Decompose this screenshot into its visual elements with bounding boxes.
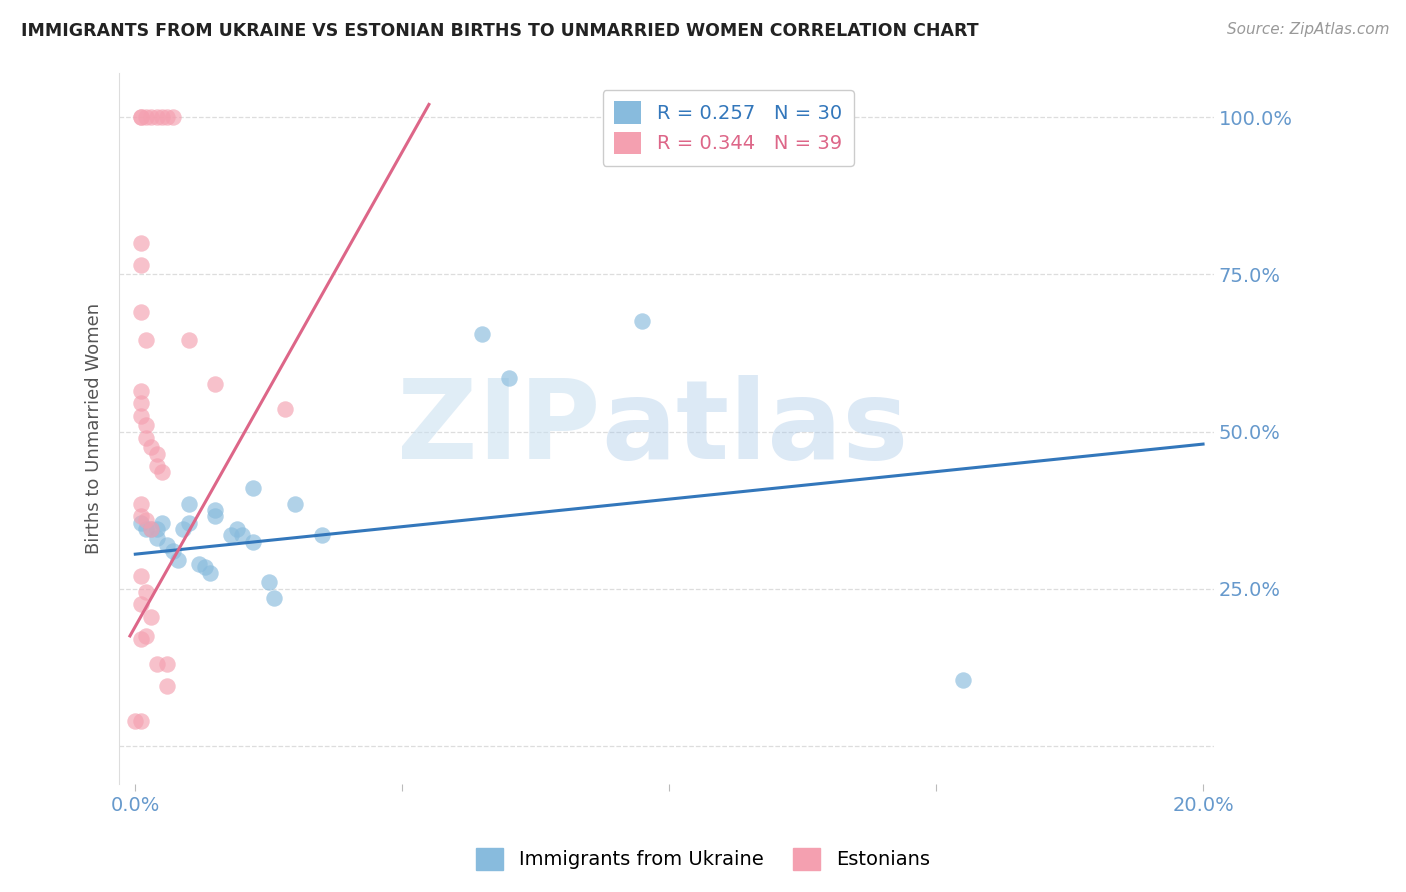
Point xyxy=(198,566,221,580)
Point xyxy=(167,553,190,567)
Point xyxy=(150,466,173,480)
Point xyxy=(145,446,167,460)
Point xyxy=(129,632,152,646)
Point xyxy=(156,657,179,672)
Point xyxy=(135,110,157,124)
Point xyxy=(135,334,157,348)
Point xyxy=(135,585,157,599)
Point xyxy=(141,440,163,454)
Point xyxy=(204,509,226,524)
Point xyxy=(284,497,307,511)
Point xyxy=(129,516,152,530)
Point xyxy=(124,714,146,728)
Point xyxy=(129,258,152,272)
Point xyxy=(162,110,184,124)
Point xyxy=(141,522,163,536)
Point xyxy=(135,431,157,445)
Legend: Immigrants from Ukraine, Estonians: Immigrants from Ukraine, Estonians xyxy=(468,839,938,878)
Point xyxy=(156,110,179,124)
Point xyxy=(204,377,226,392)
Point xyxy=(177,497,200,511)
Point xyxy=(145,522,167,536)
Point xyxy=(471,326,494,341)
Point xyxy=(263,591,285,606)
Point xyxy=(162,544,184,558)
Point xyxy=(129,110,152,124)
Point xyxy=(129,396,152,410)
Point xyxy=(135,512,157,526)
Point xyxy=(129,305,152,319)
Point xyxy=(172,522,194,536)
Point xyxy=(225,522,247,536)
Text: ZIP: ZIP xyxy=(398,375,600,482)
Point xyxy=(498,371,520,385)
Point xyxy=(242,481,264,495)
Point xyxy=(129,110,152,124)
Point xyxy=(129,384,152,398)
Legend: R = 0.257   N = 30, R = 0.344   N = 39: R = 0.257 N = 30, R = 0.344 N = 39 xyxy=(603,90,853,166)
Point xyxy=(231,528,253,542)
Point xyxy=(156,538,179,552)
Point xyxy=(204,503,226,517)
Point xyxy=(141,522,163,536)
Point xyxy=(145,459,167,474)
Point xyxy=(145,532,167,546)
Point xyxy=(194,559,217,574)
Point xyxy=(129,409,152,423)
Point xyxy=(135,629,157,643)
Point xyxy=(150,516,173,530)
Point xyxy=(135,522,157,536)
Point xyxy=(156,679,179,693)
Point xyxy=(631,314,654,328)
Point xyxy=(141,610,163,624)
Point xyxy=(150,110,173,124)
Text: IMMIGRANTS FROM UKRAINE VS ESTONIAN BIRTHS TO UNMARRIED WOMEN CORRELATION CHART: IMMIGRANTS FROM UKRAINE VS ESTONIAN BIRT… xyxy=(21,22,979,40)
Point xyxy=(257,575,280,590)
Point xyxy=(242,534,264,549)
Point xyxy=(274,402,297,417)
Point xyxy=(221,528,243,542)
Point xyxy=(129,569,152,583)
Y-axis label: Births to Unmarried Women: Births to Unmarried Women xyxy=(86,302,103,554)
Point xyxy=(188,557,211,571)
Point xyxy=(129,714,152,728)
Point xyxy=(177,516,200,530)
Point xyxy=(952,673,974,687)
Point xyxy=(177,334,200,348)
Point xyxy=(135,418,157,433)
Point xyxy=(129,509,152,524)
Point xyxy=(141,110,163,124)
Point xyxy=(129,235,152,250)
Point xyxy=(145,110,167,124)
Text: atlas: atlas xyxy=(600,375,908,482)
Point xyxy=(129,497,152,511)
Point xyxy=(129,598,152,612)
Point xyxy=(145,657,167,672)
Point xyxy=(311,528,333,542)
Text: Source: ZipAtlas.com: Source: ZipAtlas.com xyxy=(1226,22,1389,37)
